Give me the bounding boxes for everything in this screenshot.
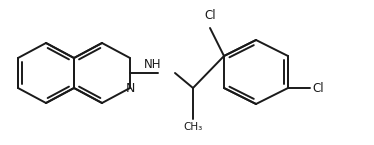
Text: NH: NH: [144, 58, 162, 71]
Text: CH₃: CH₃: [183, 122, 203, 132]
Text: Cl: Cl: [204, 9, 216, 22]
Text: Cl: Cl: [312, 81, 324, 95]
Text: N: N: [125, 81, 135, 95]
